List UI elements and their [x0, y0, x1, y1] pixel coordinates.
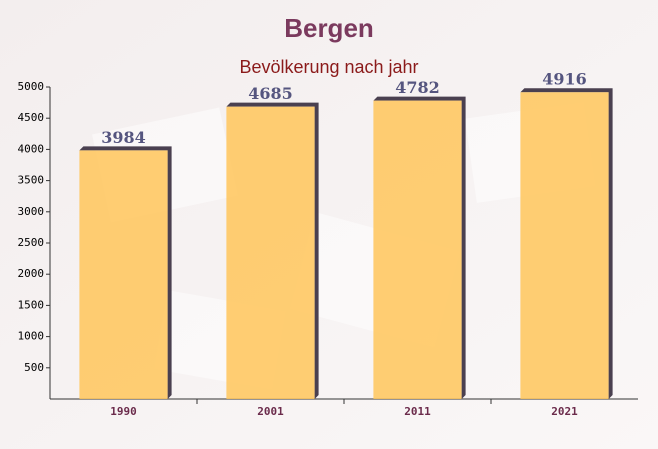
x-tick-label: 2021	[551, 405, 578, 418]
x-tick-label: 2011	[404, 405, 431, 418]
value-label: 4685	[248, 84, 293, 103]
x-tick-label: 2001	[257, 405, 284, 418]
value-label: 3984	[101, 128, 146, 147]
bar	[520, 92, 609, 399]
value-label: 4916	[542, 70, 587, 89]
y-tick-label: 3000	[18, 205, 45, 218]
chart-subtitle: Bevölkerung nach jahr	[239, 57, 418, 77]
bar	[79, 150, 168, 399]
y-tick-label: 500	[24, 361, 44, 374]
y-tick-label: 4000	[18, 142, 45, 155]
y-tick-label: 4500	[18, 111, 45, 124]
bar	[226, 106, 315, 399]
chart-title: Bergen	[284, 13, 374, 43]
x-tick-label: 1990	[110, 405, 137, 418]
y-tick-label: 5000	[18, 80, 45, 93]
y-tick-label: 3500	[18, 174, 45, 187]
y-tick-label: 1000	[18, 330, 45, 343]
bar	[373, 100, 462, 399]
y-tick-label: 2500	[18, 236, 45, 249]
y-tick-label: 1500	[18, 298, 45, 311]
y-tick-label: 2000	[18, 267, 45, 280]
value-label: 4782	[395, 78, 440, 97]
